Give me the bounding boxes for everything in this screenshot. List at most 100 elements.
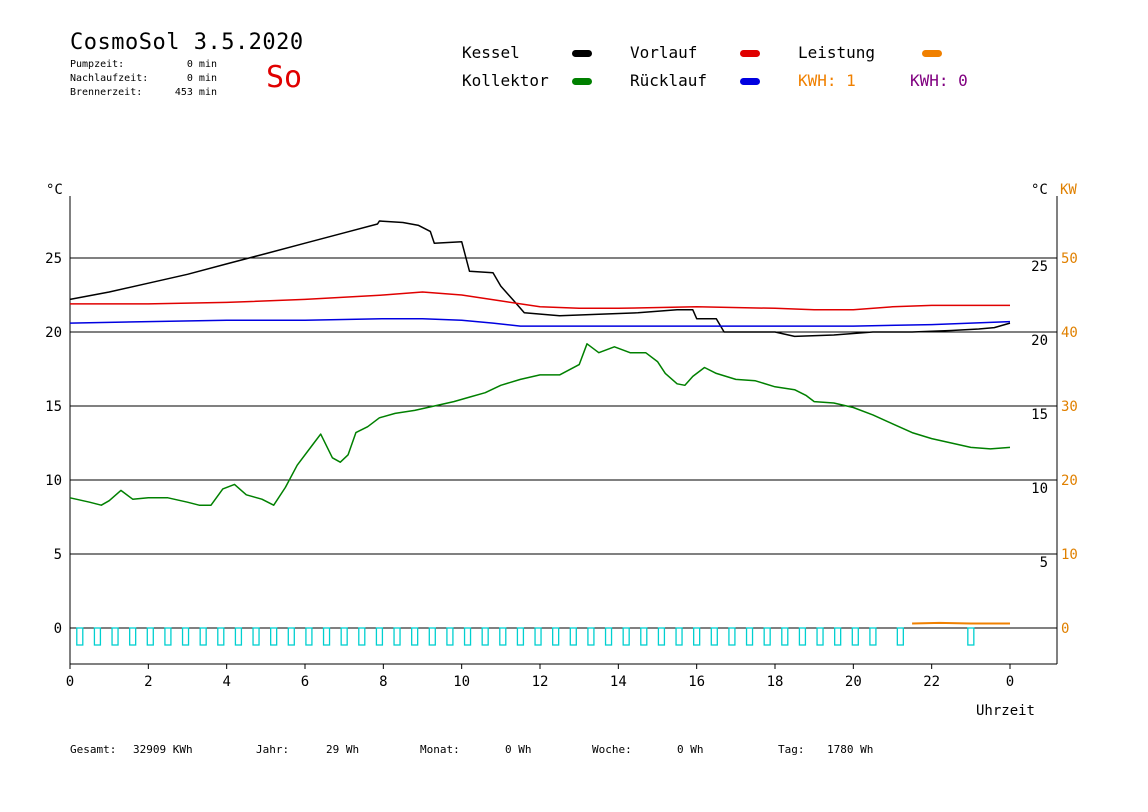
pump-block-mark [604, 627, 613, 646]
x-tick-label: 4 [222, 674, 230, 690]
pump-block-mark [305, 627, 313, 646]
pump-block-mark [393, 627, 401, 646]
legend-kollektor-swatch [572, 78, 592, 85]
pump-block-mark [164, 627, 172, 646]
footer-tag-value: 1780 Wh [827, 743, 874, 756]
x-tick-label: 2 [144, 674, 152, 690]
pump-block-mark [763, 627, 771, 646]
pumpzeit-value: 0 min [186, 59, 217, 70]
right-kw-tick-label: 50 [1061, 251, 1078, 267]
footer-tag-label: Tag: [778, 743, 805, 756]
right-c-tick-label: 25 [1031, 259, 1048, 275]
left-tick-label: 5 [54, 547, 62, 563]
right-c-tick-label: 15 [1031, 407, 1048, 423]
x-tick-label: 8 [379, 674, 387, 690]
pump-block-mark [340, 627, 348, 646]
pump-block-mark [270, 627, 278, 646]
pump-block-mark [411, 627, 419, 646]
pump-block-mark [375, 627, 384, 646]
series-line-rcklauf [69, 317, 1011, 327]
pumpzeit-label: Pumpzeit: [70, 59, 125, 70]
pump-block-mark [552, 627, 560, 646]
pump-block-mark [428, 627, 436, 646]
x-tick-label: 0 [66, 674, 74, 690]
pump-block-mark [569, 627, 577, 646]
x-tick-label: 20 [845, 674, 862, 690]
pump-block-mark [657, 627, 666, 646]
x-tick-label: 14 [610, 674, 627, 690]
legend-leistung-label: Leistung [798, 43, 876, 62]
pump-block-mark [181, 627, 190, 646]
pump-block-mark [76, 627, 84, 646]
leistung-line [912, 621, 1010, 625]
right-kw-tick-label: 20 [1061, 473, 1078, 489]
left-tick-label: 20 [45, 325, 62, 341]
x-tick-label: 12 [532, 674, 549, 690]
weekday-label: So [266, 60, 303, 95]
pump-block-mark [217, 627, 225, 646]
app-title: CosmoSol 3.5.2020 [70, 30, 304, 55]
pump-block-mark [834, 627, 842, 646]
series-line-kollektor [69, 343, 1011, 506]
pump-block-mark [640, 627, 648, 646]
pump-block-mark [199, 627, 207, 646]
right-unit-kw-label: KW [1060, 182, 1077, 198]
pump-block-mark [587, 627, 595, 646]
footer-woche-label: Woche: [592, 743, 632, 756]
pump-block-mark [481, 627, 489, 646]
pump-block-mark [896, 627, 904, 646]
pump-block-mark [322, 627, 331, 646]
legend-vorlauf-swatch [740, 50, 760, 57]
right-unit-c-label: °C [1031, 182, 1048, 198]
right-c-tick-label: 10 [1031, 481, 1048, 497]
series-line-kessel [69, 220, 1011, 338]
legend-vorlauf-label: Vorlauf [630, 43, 698, 62]
footer-monat-value: 0 Wh [505, 743, 532, 756]
pump-block-mark [146, 627, 154, 646]
left-tick-label: 15 [45, 399, 62, 415]
footer-jahr-value: 29 Wh [326, 743, 360, 756]
legend-kwh1: KWH: 1 [798, 71, 856, 90]
legend-kessel-swatch [572, 50, 592, 57]
pump-block-mark [534, 627, 542, 646]
pump-block-mark [798, 627, 807, 646]
pump-block-mark [622, 627, 630, 646]
pump-block-mark [869, 627, 877, 646]
footer-gesamt-label: Gesamt: [70, 743, 117, 756]
pump-block-mark [358, 627, 366, 646]
pump-block-mark [745, 627, 754, 646]
pump-block-mark [816, 627, 824, 646]
pump-block-mark [851, 627, 859, 646]
footer-jahr-label: Jahr: [256, 743, 290, 756]
pump-block-mark [516, 627, 525, 646]
x-axis-label: Uhrzeit [976, 703, 1035, 719]
footer-woche-value: 0 Wh [677, 743, 704, 756]
pump-block-mark [499, 627, 507, 646]
brennerzeit-label: Brennerzeit: [70, 87, 143, 98]
legend-kollektor-label: Kollektor [462, 71, 549, 90]
pump-block-mark [781, 627, 789, 646]
pump-block-mark [693, 627, 701, 646]
right-kw-tick-label: 0 [1061, 621, 1069, 637]
brennerzeit-value: 453 min [174, 87, 217, 98]
pump-block-mark [463, 627, 472, 646]
pump-block-mark [252, 627, 260, 646]
nachlaufzeit-value: 0 min [186, 73, 217, 84]
pump-block-mark [710, 627, 718, 646]
right-kw-tick-label: 30 [1061, 399, 1078, 415]
left-unit-label: °C [46, 182, 63, 198]
footer-monat-label: Monat: [420, 743, 460, 756]
pump-block-mark [234, 627, 243, 646]
legend-ruecklauf-label: Rücklauf [630, 71, 708, 90]
right-kw-tick-label: 10 [1061, 547, 1078, 563]
right-c-tick-label: 5 [1040, 555, 1048, 571]
right-c-tick-label: 20 [1031, 333, 1048, 349]
right-kw-tick-label: 40 [1061, 325, 1078, 341]
pump-block-mark [287, 627, 295, 646]
legend-kwh2: KWH: 0 [910, 71, 968, 90]
legend-ruecklauf-swatch [740, 78, 760, 85]
left-tick-label: 10 [45, 473, 62, 489]
x-tick-label: 0 [1006, 674, 1014, 690]
pump-block-mark [675, 627, 683, 646]
